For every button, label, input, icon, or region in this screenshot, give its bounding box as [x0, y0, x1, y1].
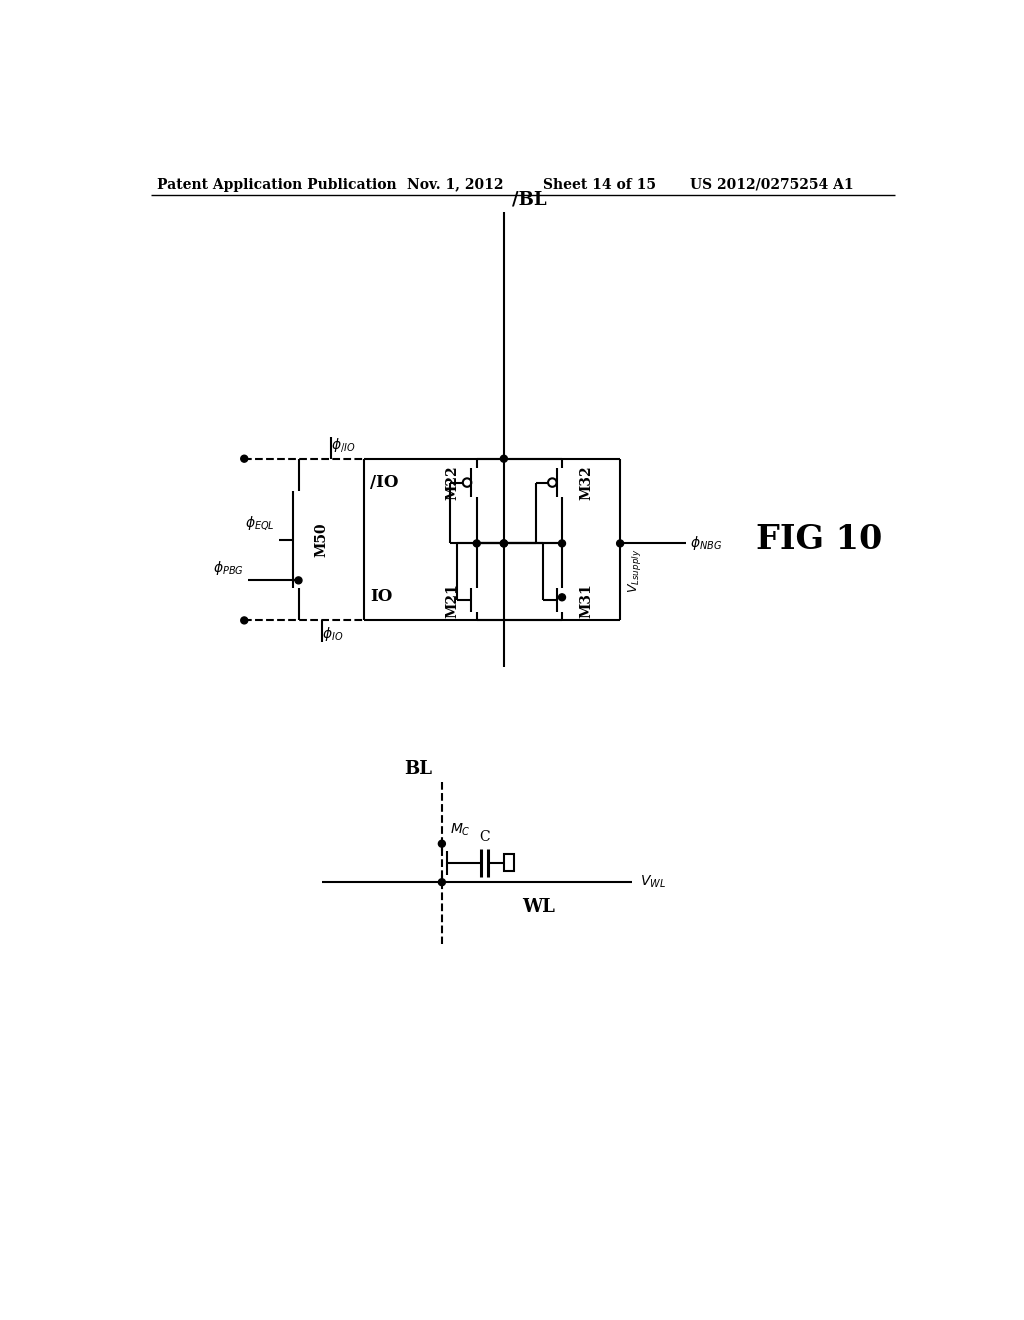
Circle shape	[558, 594, 565, 601]
Text: US 2012/0275254 A1: US 2012/0275254 A1	[690, 178, 853, 191]
Text: Patent Application Publication: Patent Application Publication	[158, 178, 397, 191]
Text: M31: M31	[579, 583, 593, 618]
Circle shape	[558, 540, 565, 546]
Text: $M_C$: $M_C$	[450, 821, 470, 838]
Text: $V_{WL}$: $V_{WL}$	[640, 874, 666, 891]
Circle shape	[438, 879, 445, 886]
Circle shape	[501, 540, 507, 546]
Circle shape	[438, 841, 445, 847]
Text: $\phi_{IO}$: $\phi_{IO}$	[322, 626, 343, 643]
Text: FIG 10: FIG 10	[756, 523, 882, 556]
Circle shape	[501, 540, 507, 546]
Text: $\phi_{NBG}$: $\phi_{NBG}$	[690, 535, 722, 552]
Circle shape	[501, 455, 507, 462]
Text: Sheet 14 of 15: Sheet 14 of 15	[543, 178, 655, 191]
Text: $\phi_{/IO}$: $\phi_{/IO}$	[331, 436, 355, 454]
Text: M21: M21	[445, 583, 460, 618]
Text: $V_{Lsupply}$: $V_{Lsupply}$	[626, 549, 642, 594]
Circle shape	[295, 577, 302, 583]
Circle shape	[616, 540, 624, 546]
Circle shape	[241, 455, 248, 462]
Text: BL: BL	[404, 760, 432, 779]
Text: WL: WL	[522, 898, 555, 916]
Text: /IO: /IO	[370, 474, 398, 491]
Circle shape	[241, 616, 248, 624]
Text: $\phi_{EQL}$: $\phi_{EQL}$	[246, 513, 275, 532]
Text: /BL: /BL	[512, 190, 546, 209]
Bar	[504, 854, 514, 871]
Text: M22: M22	[445, 465, 460, 500]
Text: $\phi_{PBG}$: $\phi_{PBG}$	[213, 560, 245, 577]
Circle shape	[473, 540, 480, 546]
Text: M50: M50	[314, 523, 328, 557]
Text: C: C	[479, 830, 489, 845]
Text: IO: IO	[370, 589, 392, 605]
Text: Nov. 1, 2012: Nov. 1, 2012	[407, 178, 504, 191]
Text: M32: M32	[579, 465, 593, 500]
